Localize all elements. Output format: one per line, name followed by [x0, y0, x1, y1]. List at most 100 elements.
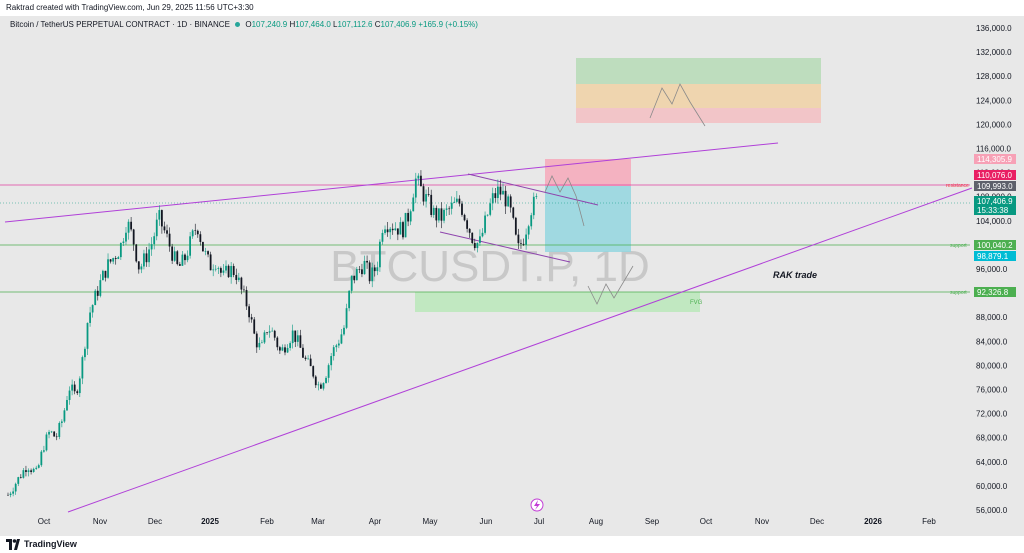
events-icon[interactable] — [530, 498, 544, 512]
candle-body — [425, 194, 427, 202]
channel-top-line[interactable] — [467, 173, 599, 206]
symbol-legend: Bitcoin / TetherUS PERPETUAL CONTRACT · … — [10, 20, 478, 29]
candle-body — [60, 421, 63, 423]
support-label-upper: support — [950, 243, 967, 249]
price-chart[interactable]: BTCUSDT.P, 1D FVG resistance support sup… — [0, 16, 1024, 538]
candle-body — [168, 233, 171, 247]
candle-body — [468, 228, 471, 233]
candle-body — [284, 347, 286, 353]
candle-body — [40, 451, 43, 466]
attribution-bar: Raktrad created with TradingView.com, Ju… — [0, 0, 1024, 16]
footer-bar: TradingView — [0, 536, 1024, 553]
candle-body — [484, 215, 486, 233]
candle-body — [250, 317, 253, 320]
price-tag-bg — [974, 251, 1016, 261]
candle-body — [294, 330, 297, 342]
candle-body — [430, 194, 433, 215]
candle-body — [255, 333, 258, 348]
candle-body — [263, 332, 266, 343]
target-zone[interactable] — [576, 58, 821, 123]
candle-body — [337, 343, 340, 346]
candle-body — [96, 290, 99, 296]
candle-body — [184, 254, 186, 261]
candle-body — [86, 322, 89, 349]
candle-body — [396, 228, 399, 235]
candle-body — [499, 186, 502, 195]
time-axis-tick: Feb — [922, 517, 936, 526]
price-tag-label: 107,406.9 — [977, 197, 1013, 206]
price-tag-bg — [974, 181, 1016, 191]
candle-body — [181, 254, 184, 266]
candle-body — [379, 241, 381, 268]
close-label: C — [374, 20, 381, 29]
candle-body — [225, 265, 227, 271]
candle-body — [91, 305, 94, 313]
channel-bottom-line[interactable] — [439, 231, 571, 263]
time-axis[interactable]: Oct Nov Dec 2025 Feb Mar Apr May Jun Jul Aug Sep Oct… — [38, 517, 937, 526]
price-axis-tick: 64,000.0 — [976, 458, 1008, 467]
low-label: L — [333, 20, 338, 29]
candle-body — [345, 308, 348, 328]
symbol-name[interactable]: Bitcoin / TetherUS PERPETUAL CONTRACT · … — [10, 20, 230, 29]
candle-body — [227, 265, 230, 278]
candle-body — [276, 337, 279, 348]
candle-body — [455, 198, 458, 202]
candle-body — [101, 270, 104, 281]
target-zone-green — [576, 58, 821, 84]
support-tag-label: 92,326.8 — [977, 288, 1009, 297]
candle-body — [137, 261, 140, 270]
price-tags: 114,305.9 110,076.0 109,993.0 107,406.915:3… — [974, 154, 1016, 297]
fvg-box[interactable] — [415, 292, 700, 312]
candle-body — [463, 214, 466, 221]
candle-body — [107, 259, 109, 278]
candle-body — [461, 203, 463, 215]
candle-body — [202, 241, 204, 252]
candle-body — [22, 470, 25, 478]
high-label: H — [289, 20, 296, 29]
rak-trade-label: RAK trade — [773, 270, 817, 280]
price-axis[interactable]: 56,000.0 60,000.0 64,000.0 68,000.0 72,000.0… — [976, 24, 1012, 515]
candle-body — [437, 208, 440, 221]
time-axis-tick: Nov — [93, 517, 107, 526]
candle-body — [235, 274, 238, 280]
candle-body — [160, 210, 163, 227]
price-axis-tick: 80,000.0 — [976, 361, 1008, 370]
candlestick-series[interactable] — [7, 170, 538, 498]
candle-body — [479, 236, 481, 243]
candle-body — [296, 335, 299, 342]
price-axis-tick: 72,000.0 — [976, 410, 1008, 419]
candle-body — [507, 196, 510, 207]
candle-body — [389, 228, 392, 233]
candle-body — [53, 431, 56, 437]
candle-body — [289, 343, 292, 348]
stop-loss-box[interactable] — [545, 159, 631, 186]
candle-body — [209, 254, 212, 271]
candle-body — [335, 345, 338, 348]
candle-body — [535, 196, 538, 197]
change-value: +165.9 (+0.15%) — [418, 20, 478, 29]
upper-trendline[interactable] — [4, 142, 779, 223]
candle-body — [322, 383, 325, 389]
candle-body — [232, 266, 235, 275]
candle-body — [489, 203, 492, 215]
price-axis-tick: 104,000.0 — [976, 217, 1012, 226]
candle-body — [194, 230, 197, 232]
lower-trendline[interactable] — [67, 187, 973, 513]
take-profit-box[interactable] — [545, 186, 631, 252]
candle-body — [222, 270, 225, 273]
candle-body — [19, 477, 22, 478]
candle-body — [512, 207, 515, 218]
open-value: 107,240.9 — [251, 20, 288, 29]
candle-body — [304, 357, 307, 359]
candle-body — [281, 347, 284, 351]
candle-body — [514, 217, 517, 235]
candle-body — [473, 242, 476, 249]
candle-body — [450, 202, 453, 209]
price-axis-tick: 60,000.0 — [976, 482, 1008, 491]
candle-body — [125, 232, 127, 242]
candle-body — [278, 347, 281, 351]
price-tag-label: 109,993.0 — [977, 182, 1013, 191]
candle-body — [532, 196, 535, 216]
candle-body — [150, 244, 153, 250]
candle-body — [12, 491, 15, 494]
